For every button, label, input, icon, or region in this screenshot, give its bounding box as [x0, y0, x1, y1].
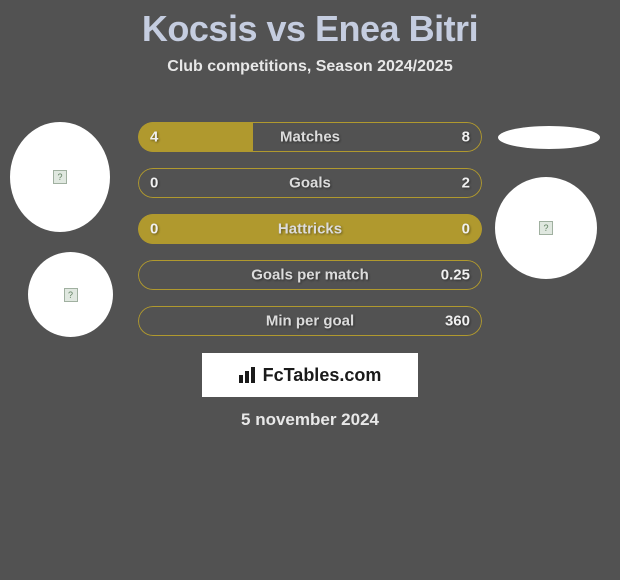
stat-label: Goals	[289, 175, 331, 192]
subtitle: Club competitions, Season 2024/2025	[0, 58, 620, 76]
page-title: Kocsis vs Enea Bitri	[0, 0, 620, 50]
image-placeholder-icon: ?	[539, 221, 553, 235]
stat-left-value: 0	[150, 175, 158, 192]
stat-label: Goals per match	[251, 267, 369, 284]
right-avatars: ?	[498, 126, 600, 279]
date-label: 5 november 2024	[241, 410, 379, 430]
stat-left-value: 4	[150, 129, 158, 146]
left-avatars: ? ?	[10, 122, 113, 337]
image-placeholder-icon: ?	[64, 288, 78, 302]
stat-bar-row: Min per goal 360	[138, 306, 482, 336]
stat-left-value: 0	[150, 221, 158, 238]
stat-right-value: 2	[462, 175, 470, 192]
stat-right-value: 0	[462, 221, 470, 238]
bar-chart-icon	[239, 367, 259, 383]
stat-right-value: 360	[445, 313, 470, 330]
player1-club-avatar: ?	[28, 252, 113, 337]
stat-bar-row: 0 Hattricks 0	[138, 214, 482, 244]
stats-bars: 4 Matches 8 0 Goals 2 0 Hattricks 0 Goals per mat…	[138, 122, 482, 352]
stat-right-value: 0.25	[441, 267, 470, 284]
stat-label: Matches	[280, 129, 340, 146]
player1-avatar: ?	[10, 122, 110, 232]
player2-avatar-ellipse	[498, 126, 600, 149]
stat-label: Hattricks	[278, 221, 342, 238]
logo-box: FcTables.com	[202, 353, 418, 397]
player2-club-avatar: ?	[495, 177, 597, 279]
stat-bar-row: Goals per match 0.25	[138, 260, 482, 290]
image-placeholder-icon: ?	[53, 170, 67, 184]
logo: FcTables.com	[239, 365, 382, 386]
stat-right-value: 8	[462, 129, 470, 146]
stat-bar-row: 0 Goals 2	[138, 168, 482, 198]
logo-text: FcTables.com	[263, 365, 382, 386]
stat-bar-row: 4 Matches 8	[138, 122, 482, 152]
stat-label: Min per goal	[266, 313, 354, 330]
